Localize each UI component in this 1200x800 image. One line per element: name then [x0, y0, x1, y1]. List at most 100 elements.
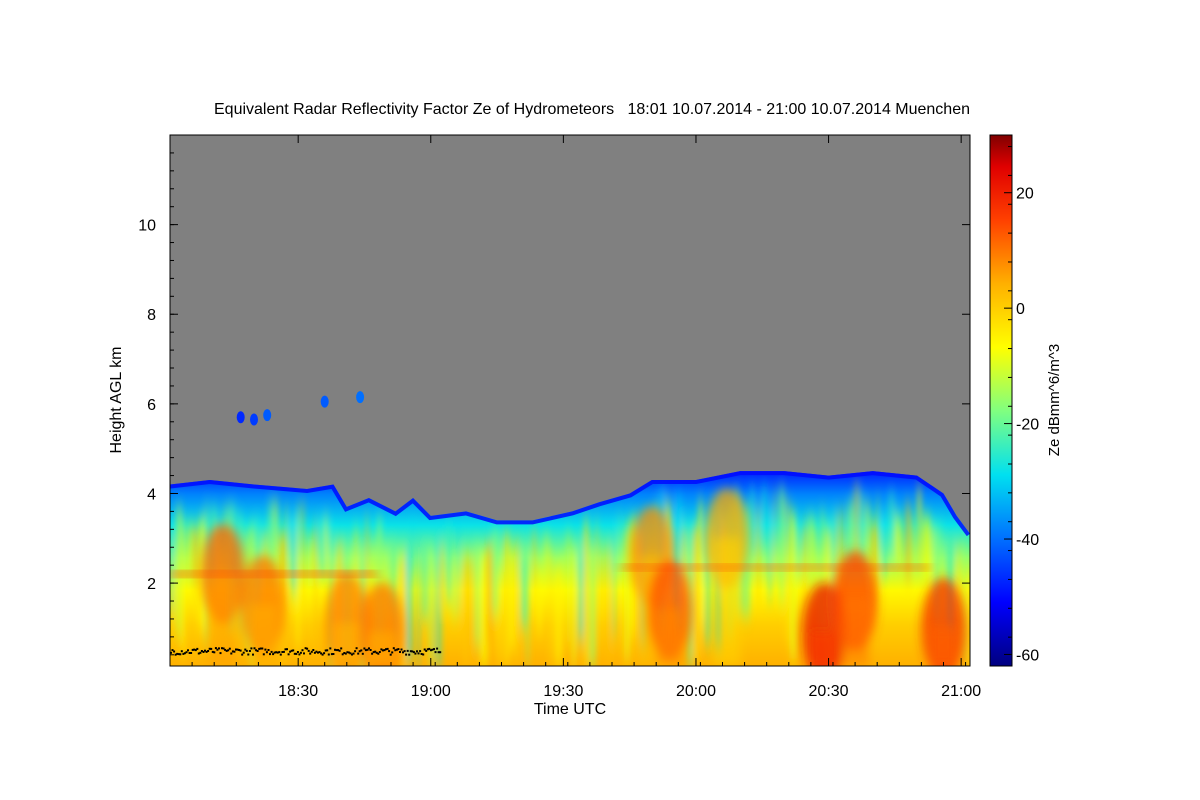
- echo-core-shaft: [655, 610, 684, 666]
- fall-streak: [302, 502, 305, 603]
- clutter-dot: [375, 651, 378, 654]
- clutter-dot: [329, 647, 332, 650]
- clutter-dot: [364, 649, 367, 652]
- clutter-dot: [222, 647, 225, 650]
- fall-streak: [848, 501, 854, 552]
- fall-streak: [503, 534, 511, 666]
- fall-streak: [871, 522, 878, 620]
- clutter-dot: [347, 651, 350, 654]
- clutter-dot: [255, 649, 258, 652]
- echo-field: [170, 391, 970, 666]
- fall-streak: [905, 504, 911, 581]
- clutter-dot: [389, 653, 392, 656]
- clutter-dot: [211, 650, 214, 653]
- clutter-dot: [261, 647, 264, 650]
- fall-streak: [767, 508, 773, 599]
- fall-streak: [497, 572, 501, 666]
- fall-streak: [193, 527, 199, 586]
- clutter-dot: [313, 651, 316, 654]
- clutter-dot: [279, 653, 282, 656]
- clutter-dot: [238, 649, 241, 651]
- fall-streak: [572, 548, 576, 666]
- clutter-dot: [411, 650, 414, 653]
- fall-streak: [957, 544, 960, 614]
- clutter-dot: [194, 649, 197, 652]
- fall-streak: [773, 492, 776, 572]
- fall-streak: [928, 524, 936, 588]
- clutter-dot: [248, 650, 251, 652]
- echo-core-shaft: [810, 632, 839, 666]
- clutter-dot: [397, 648, 400, 651]
- fall-streak: [480, 552, 488, 666]
- clutter-dot: [303, 652, 305, 655]
- echo-core-shaft: [712, 538, 741, 666]
- fall-streak: [514, 541, 520, 664]
- clutter-dot: [366, 648, 369, 651]
- x-axis-label: Time UTC: [534, 701, 606, 718]
- clutter-dot: [310, 650, 313, 653]
- clutter-dot: [182, 652, 185, 655]
- chart-title: Equivalent Radar Reflectivity Factor Ze …: [214, 101, 970, 118]
- clutter-dot: [408, 653, 411, 656]
- clutter-dot: [275, 651, 278, 654]
- clutter-dot: [417, 652, 420, 655]
- clutter-dot: [236, 648, 239, 651]
- colorbar: 20 0 -20 -40 -60: [989, 134, 1039, 667]
- clutter-dot: [205, 650, 208, 653]
- x-tick-label: 20:30: [809, 683, 849, 700]
- clutter-dot: [324, 649, 327, 652]
- clutter-dot: [241, 653, 244, 656]
- clutter-dot: [293, 652, 296, 655]
- fall-streak: [876, 498, 879, 614]
- clutter-dot: [335, 649, 338, 652]
- fall-streak: [779, 489, 785, 602]
- bright-band: [170, 571, 378, 578]
- colorbar-tick-label: -40: [1016, 532, 1039, 549]
- echo-core-shaft: [929, 627, 958, 666]
- fall-streak: [284, 508, 289, 555]
- fall-streak: [474, 545, 480, 646]
- clutter-dot: [309, 652, 312, 655]
- clutter-dot: [286, 648, 288, 651]
- clutter-dot: [299, 651, 302, 654]
- clutter-dot: [337, 649, 340, 652]
- fall-streak: [560, 555, 564, 666]
- clutter-dot: [419, 650, 422, 653]
- clutter-dot: [190, 652, 193, 654]
- fall-streak: [618, 515, 621, 567]
- fall-streak: [756, 508, 761, 598]
- clutter-dot: [276, 651, 279, 654]
- clutter-dot: [428, 647, 431, 650]
- clutter-dot: [406, 649, 409, 652]
- y-axis-label: Height AGL km: [108, 346, 125, 453]
- clutter-dot: [204, 649, 206, 652]
- fall-streak: [181, 520, 185, 657]
- fall-streak: [486, 545, 494, 646]
- fall-streak: [796, 525, 799, 575]
- clutter-dot: [312, 649, 315, 651]
- clutter-dot: [403, 650, 406, 653]
- clutter-dot: [231, 650, 234, 653]
- fall-streak: [922, 516, 931, 580]
- clutter-dot: [349, 652, 352, 655]
- fall-streak: [187, 522, 194, 574]
- clutter-dot: [431, 648, 434, 651]
- fall-streak: [267, 501, 276, 555]
- x-tick-label: 19:30: [543, 683, 583, 700]
- clutter-dot: [363, 647, 366, 650]
- clutter-dot: [180, 650, 183, 653]
- clutter-dot: [437, 651, 440, 654]
- fall-streak: [882, 518, 886, 576]
- fall-streak: [388, 541, 395, 609]
- clutter-dot: [394, 649, 397, 652]
- clutter-dot: [245, 649, 248, 652]
- clutter-dot: [224, 648, 227, 651]
- fall-streak: [468, 557, 475, 666]
- colorbar-label: Ze dBmm^6/m^3: [1046, 344, 1063, 456]
- fall-streak: [917, 488, 922, 566]
- clutter-dot: [357, 652, 360, 655]
- clutter-dot: [439, 651, 442, 654]
- fall-streak: [606, 548, 611, 666]
- clutter-dot: [381, 649, 384, 652]
- fall-streak: [520, 555, 528, 627]
